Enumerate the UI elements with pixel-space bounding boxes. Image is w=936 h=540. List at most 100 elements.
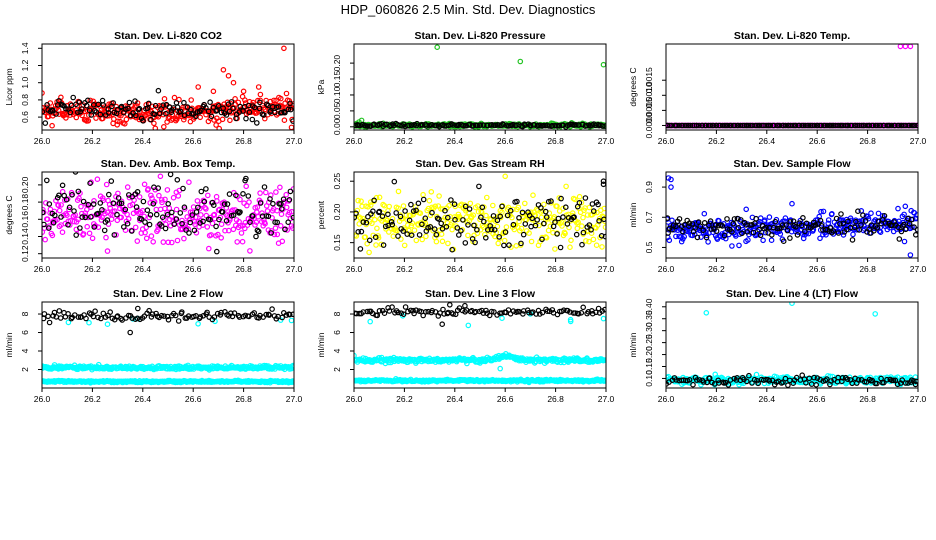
data-point-overlay-111 [240, 191, 246, 197]
data-point-primary-217 [205, 192, 211, 199]
data-point-overlay-128 [582, 195, 589, 201]
data-point-overlay-111 [447, 302, 453, 308]
data-point-primary-172 [170, 194, 177, 201]
data-point-overlay-136 [596, 218, 602, 224]
data-point-overlay-41 [134, 315, 141, 322]
data-point-primary-97 [113, 232, 119, 238]
data-point-overlay-104 [539, 236, 545, 243]
data-point-primary-248 [541, 201, 547, 208]
data-point-primary-127 [448, 220, 455, 226]
x-tick-label: 26.0 [34, 394, 51, 404]
x-tick-label: 27.0 [598, 394, 615, 404]
data-point-overlay-81 [536, 311, 543, 317]
data-point-primary-252 [543, 235, 550, 241]
data-point-overlay-107 [233, 192, 239, 199]
data-point-overlay-115 [246, 109, 253, 116]
data-point-primary-312 [277, 95, 284, 102]
data-point-primary-259 [237, 196, 243, 203]
data-point-primary-280 [253, 219, 260, 226]
data-point-primary-27 [371, 216, 378, 223]
data-point-overlay-52 [757, 232, 764, 239]
data-point-overlay-34 [429, 307, 436, 314]
data-point-overlay-75 [174, 177, 181, 183]
data-point-primary-212 [513, 243, 520, 249]
data-point-primary-333 [434, 44, 441, 51]
data-point-overlay-22 [715, 377, 722, 384]
data-point-overlay-23 [80, 198, 87, 205]
data-point-primary-333 [220, 67, 227, 73]
x-tick-label: 26.0 [34, 136, 51, 146]
data-point-primary-81 [413, 237, 420, 244]
data-point-primary-252 [232, 96, 238, 102]
data-point-overlay-74 [173, 216, 180, 222]
data-point-primary-306 [273, 189, 279, 195]
data-point-overlay-79 [494, 217, 501, 224]
data-point-overlay-83 [501, 242, 507, 249]
data-point-overlay-131 [899, 122, 905, 129]
data-point-overlay-80 [184, 104, 191, 110]
data-point-band-high-329 [290, 364, 294, 370]
data-point-overlay-9 [680, 228, 686, 235]
y-axis-label: percent [316, 200, 326, 229]
data-point-overlay-14 [376, 208, 383, 215]
y-tick-label: 0.5 [644, 241, 654, 253]
data-point-primary-313 [590, 236, 597, 243]
x-tick-label: 26.6 [497, 394, 514, 404]
data-point-overlay-6 [49, 107, 56, 114]
data-point-overlay-84 [502, 229, 509, 235]
x-tick-label: 26.8 [859, 136, 876, 146]
data-point-band-low-329 [602, 378, 606, 384]
data-point-overlay-77 [177, 108, 184, 115]
data-point-overlay-40 [735, 225, 742, 231]
data-point-overlay-139 [290, 214, 294, 221]
x-tick-label: 27.0 [598, 264, 615, 274]
x-tick-label: 26.0 [346, 136, 363, 146]
data-point-overlay-34 [100, 102, 107, 108]
data-point-primary-8 [357, 215, 364, 222]
data-point-overlay-133 [278, 206, 285, 212]
data-point-overlay-141 [600, 178, 606, 184]
data-point-primary-224 [834, 221, 841, 228]
data-point-overlay-37 [730, 221, 737, 227]
data-point-overlay-69 [787, 219, 794, 225]
data-point-overlay-52 [133, 204, 140, 210]
data-point-primary-232 [528, 238, 535, 245]
data-point-primary-278 [875, 210, 882, 217]
data-point-primary-330 [897, 44, 904, 50]
data-point-primary-98 [426, 197, 433, 204]
y-tick-label: 0.15 [332, 70, 342, 87]
data-point-overlay-72 [204, 309, 210, 316]
data-point-overlay-36 [416, 232, 423, 238]
data-point-primary-178 [175, 193, 182, 199]
data-point-overlay-23 [92, 308, 98, 315]
data-point-primary-135 [766, 214, 773, 220]
data-point-overlay-30 [420, 312, 427, 319]
data-point-primary-201 [817, 235, 823, 242]
y-tick-label: 0.15 [332, 234, 342, 251]
data-point-overlay-37 [749, 380, 755, 386]
data-point-band-low-328 [289, 378, 294, 384]
data-point-primary-103 [118, 214, 125, 221]
y-axis-label: degrees C [4, 195, 14, 234]
data-point-overlay-104 [851, 224, 858, 231]
data-point-overlay-86 [506, 242, 512, 248]
data-point-primary-278 [252, 222, 258, 228]
data-point-primary-216 [516, 218, 522, 225]
data-point-overlay-79 [181, 204, 188, 211]
data-point-overlay-110 [862, 218, 869, 224]
data-point-primary-230 [215, 231, 221, 238]
data-point-overlay-62 [462, 203, 469, 210]
data-point-overlay-97 [263, 311, 270, 318]
data-point-overlay-2 [45, 313, 51, 320]
data-point-overlay-36 [105, 106, 111, 112]
data-point-overlay-18 [385, 211, 391, 218]
y-tick-label: 0.18 [20, 194, 30, 211]
data-point-overlay-2 [355, 229, 362, 235]
data-point-primary-323 [286, 98, 293, 104]
data-point-overlay-24 [407, 307, 414, 314]
data-point-overlay-50 [442, 207, 448, 214]
data-point-overlay-109 [548, 198, 554, 204]
data-point-overlay-88 [510, 221, 517, 228]
data-point-overlay-13 [63, 196, 70, 203]
